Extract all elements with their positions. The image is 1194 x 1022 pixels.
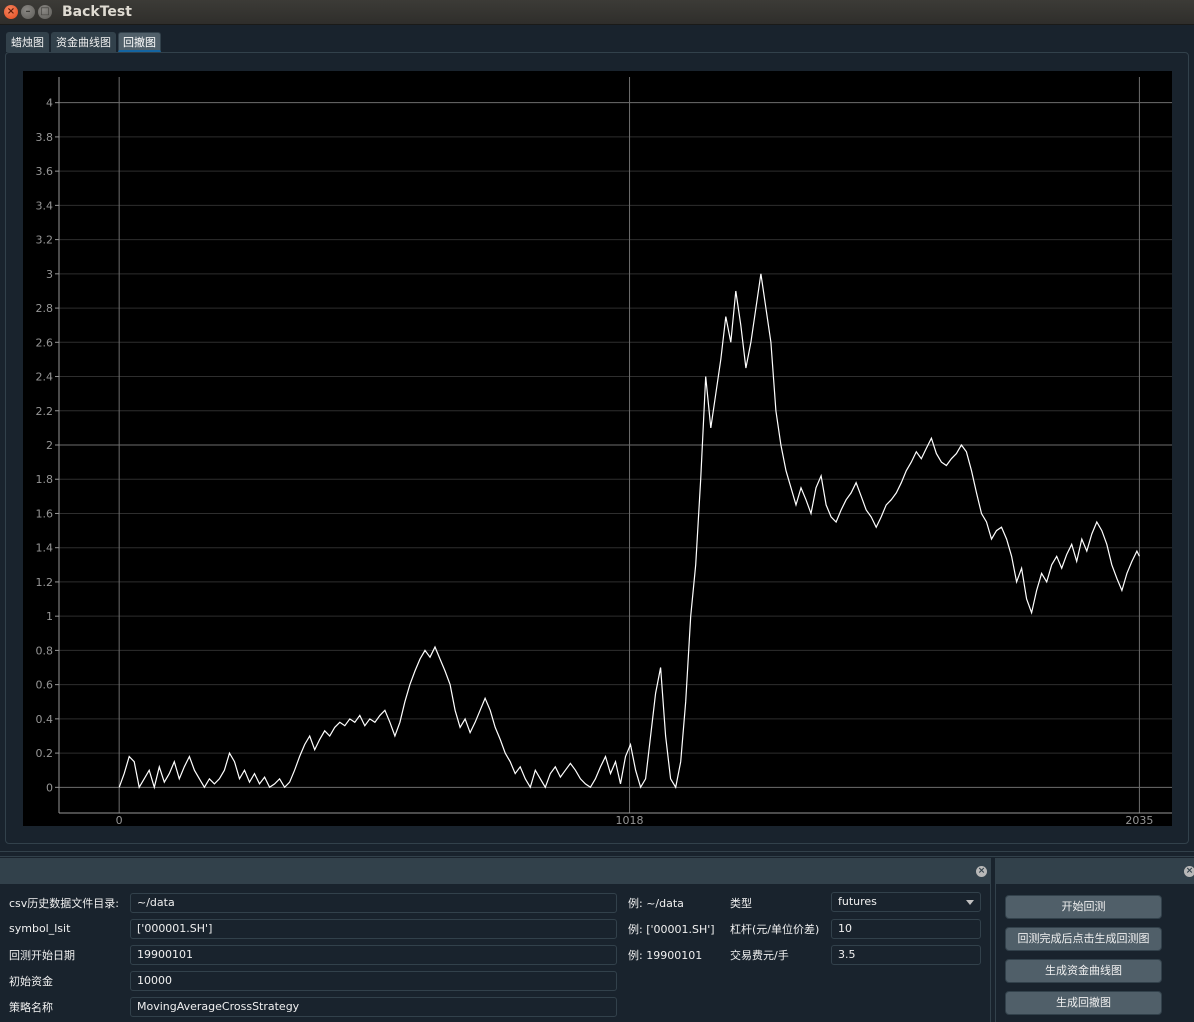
type-label: 类型	[730, 897, 752, 910]
dock-title-bar: ×	[996, 858, 1194, 884]
strategy-name-label: 策略名称	[9, 1001, 53, 1014]
generate-drawdown-button[interactable]: 生成回撤图	[1005, 991, 1162, 1015]
initial-capital-field[interactable]: 10000	[130, 971, 617, 991]
tab-drawdown[interactable]: 回撤图	[118, 32, 161, 52]
x-tick-label: 1018	[616, 814, 644, 826]
y-tick-label: 1.6	[36, 507, 54, 520]
y-tick-label: 4	[46, 97, 53, 110]
dock-title-bar: ×	[0, 858, 990, 884]
generate-backtest-chart-button[interactable]: 回测完成后点击生成回测图	[1005, 927, 1162, 951]
y-tick-label: 2.4	[36, 371, 54, 384]
y-tick-label: 3.2	[36, 234, 54, 247]
symbol-list-label: symbol_lsit	[9, 922, 71, 935]
y-tick-label: 3.4	[36, 199, 54, 212]
chevron-down-icon	[966, 900, 974, 905]
csv-dir-label: csv历史数据文件目录:	[9, 897, 119, 910]
chart-svg: 0 0.2 0.4 0.6 0.8 1 1.2 1.4 1.6 1.8 2 2.2 2.4 2.6 2.8 3…	[36, 77, 1172, 827]
csv-dir-field[interactable]: ~/data	[130, 893, 617, 913]
close-icon[interactable]: ×	[1184, 866, 1194, 877]
type-select[interactable]: futures	[831, 892, 981, 912]
symbol-list-field[interactable]: ['000001.SH']	[130, 919, 617, 939]
initial-capital-label: 初始资金	[9, 975, 53, 988]
tab-equity-curve[interactable]: 资金曲线图	[51, 32, 116, 52]
maximize-icon[interactable]: □	[38, 5, 52, 19]
fee-label: 交易费元/手	[730, 949, 789, 962]
x-tick-label: 2035	[1125, 814, 1153, 826]
y-tick-label: 3	[46, 268, 53, 281]
y-tick-label: 0.8	[36, 644, 54, 657]
tab-candlestick[interactable]: 蜡烛图	[6, 32, 49, 52]
y-tick-label: 2.2	[36, 405, 54, 418]
start-date-label: 回测开始日期	[9, 949, 75, 962]
y-tick-label: 0.6	[36, 679, 54, 692]
close-icon[interactable]: ×	[976, 866, 987, 877]
generate-equity-curve-button[interactable]: 生成资金曲线图	[1005, 959, 1162, 983]
x-tick-label: 0	[116, 814, 123, 826]
y-tick-label: 2	[46, 439, 53, 452]
settings-dock: × csv历史数据文件目录: ~/data 例: ~/data symbol_l…	[0, 858, 990, 1022]
symbol-list-hint: 例: ['00001.SH']	[628, 923, 715, 936]
leverage-field[interactable]: 10	[831, 919, 981, 939]
y-tick-label: 1.2	[36, 576, 54, 589]
csv-dir-hint: 例: ~/data	[628, 897, 684, 910]
y-tick-label: 1	[46, 610, 53, 623]
drawdown-series-line	[118, 273, 1140, 790]
y-tick-label: 1.4	[36, 542, 54, 555]
start-backtest-button[interactable]: 开始回测	[1005, 895, 1162, 919]
y-tick-label: 1.8	[36, 473, 54, 486]
y-tick-label: 3.8	[36, 131, 54, 144]
y-tick-label: 0	[46, 781, 53, 794]
drawdown-chart[interactable]: 0 0.2 0.4 0.6 0.8 1 1.2 1.4 1.6 1.8 2 2.2 2.4 2.6 2.8 3…	[23, 71, 1172, 827]
minimize-icon[interactable]: –	[21, 5, 35, 19]
y-tick-label: 0.4	[36, 713, 54, 726]
y-tick-label: 2.6	[36, 336, 54, 349]
leverage-label: 杠杆(元/单位价差)	[730, 923, 820, 936]
splitter-handle[interactable]	[0, 851, 1194, 857]
type-select-value: futures	[838, 895, 877, 908]
fee-field[interactable]: 3.5	[831, 945, 981, 965]
dock-divider[interactable]	[990, 858, 996, 1022]
y-tick-label: 2.8	[36, 302, 54, 315]
strategy-name-field[interactable]: MovingAverageCrossStrategy	[130, 997, 617, 1017]
title-bar: × – □ BackTest	[0, 0, 1194, 25]
y-tick-label: 3.6	[36, 165, 54, 178]
close-icon[interactable]: ×	[4, 5, 18, 19]
window-title: BackTest	[62, 4, 132, 20]
y-tick-label: 0.2	[36, 747, 54, 760]
start-date-field[interactable]: 19900101	[130, 945, 617, 965]
start-date-hint: 例: 19900101	[628, 949, 703, 962]
chart-tabs: 蜡烛图 资金曲线图 回撤图	[6, 32, 161, 52]
